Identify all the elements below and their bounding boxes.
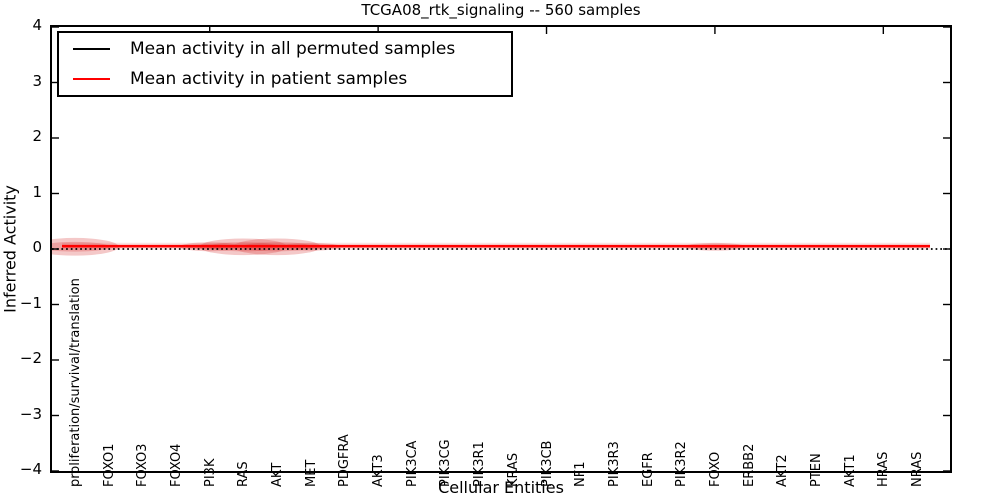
x-axis-label: Cellular Entities <box>438 478 564 497</box>
y-tick-label: 0 <box>32 238 42 256</box>
legend-label-permuted: Mean activity in all permuted samples <box>130 39 456 59</box>
y-tick-label: −2 <box>19 349 42 367</box>
y-tick-label: 4 <box>32 16 42 34</box>
chart-title: TCGA08_rtk_signaling -- 560 samples <box>361 1 641 19</box>
y-tick-label: −3 <box>19 404 42 423</box>
y-tick-label: 2 <box>32 127 42 145</box>
y-tick-label: 1 <box>32 182 42 201</box>
chart-plot <box>52 27 950 471</box>
legend-label-patient: Mean activity in patient samples <box>130 69 408 89</box>
y-tick-label: 3 <box>32 71 42 90</box>
legend-entry-patient: Mean activity in patient samples <box>59 64 511 94</box>
patient-line-swatch <box>73 78 110 80</box>
y-tick-label: −4 <box>19 460 42 478</box>
permuted-line-swatch <box>73 48 110 50</box>
legend: Mean activity in all permuted samples Me… <box>57 31 513 97</box>
legend-entry-permuted: Mean activity in all permuted samples <box>59 34 511 64</box>
y-axis-tick-labels: 4 3 2 1 0 −1 −2 −3 −4 <box>0 17 44 477</box>
y-tick-label: −1 <box>19 293 42 312</box>
plot-area: proliferation/survival/translation FOXO1 F… <box>50 25 952 487</box>
